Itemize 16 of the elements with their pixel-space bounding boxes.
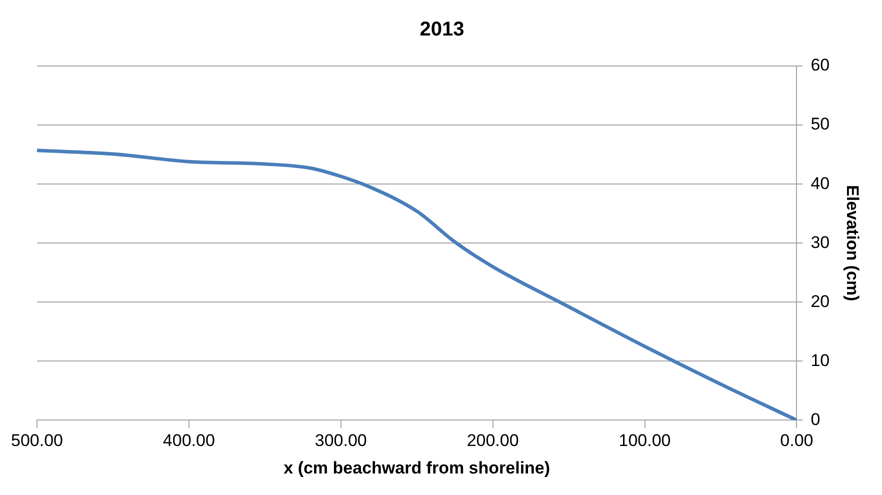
y-tick-label: 60 bbox=[810, 56, 830, 75]
x-axis-title: x (cm beachward from shoreline) bbox=[284, 458, 550, 478]
x-tick-label: 200.00 bbox=[466, 431, 519, 450]
chart-title: 2013 bbox=[420, 18, 464, 41]
x-tick-label: 300.00 bbox=[314, 431, 367, 450]
y-tick-label: 20 bbox=[810, 292, 830, 311]
y-axis-title: Elevation (cm) bbox=[843, 185, 862, 302]
x-tick-label: 0.00 bbox=[780, 431, 814, 450]
y-tick-label: 30 bbox=[810, 232, 830, 252]
y-tick-label: 0 bbox=[810, 410, 820, 429]
y-tick-label: 10 bbox=[810, 350, 830, 370]
x-tick-label: 400.00 bbox=[162, 431, 215, 450]
y-tick-label: 50 bbox=[810, 114, 830, 134]
x-tick-label: 500.00 bbox=[11, 431, 63, 450]
x-tick-label: 100.00 bbox=[618, 431, 671, 450]
y-tick-label: 40 bbox=[810, 174, 830, 193]
